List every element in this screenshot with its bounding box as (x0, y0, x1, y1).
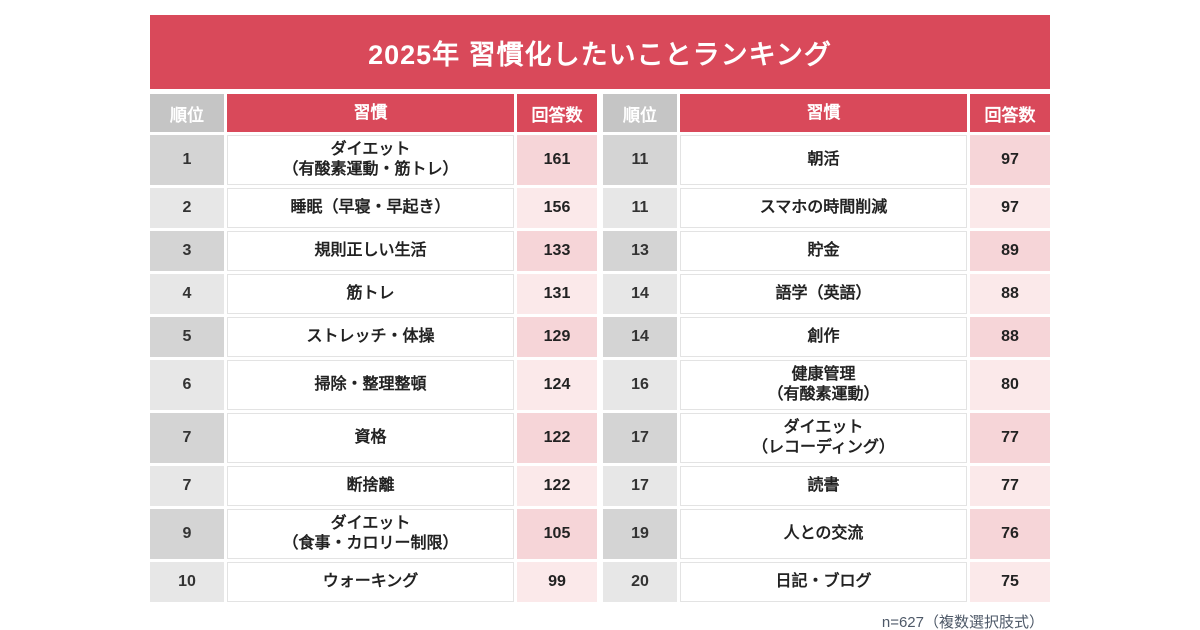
count-cell: 89 (970, 231, 1050, 271)
habit-cell: 掃除・整理整頓 (227, 360, 514, 410)
count-cell: 131 (517, 274, 597, 314)
table-row: 7 資格 122 (150, 413, 597, 463)
habit-cell: スマホの時間削減 (680, 188, 967, 228)
rank-cell: 5 (150, 317, 224, 357)
count-cell: 99 (517, 562, 597, 602)
table-header-row: 順位 習慣 回答数 (603, 94, 1050, 132)
table-row: 4 筋トレ 131 (150, 274, 597, 314)
page-title: 2025年 習慣化したいことランキング (368, 39, 832, 70)
habit-cell: ダイエット （食事・カロリー制限） (227, 509, 514, 559)
table-row: 11 スマホの時間削減 97 (603, 188, 1050, 228)
table-row: 9 ダイエット （食事・カロリー制限） 105 (150, 509, 597, 559)
habit-cell: 人との交流 (680, 509, 967, 559)
rank-cell: 11 (603, 135, 677, 185)
habit-column-header: 習慣 (680, 94, 967, 132)
rank-cell: 1 (150, 135, 224, 185)
ranking-table-left: 順位 習慣 回答数 1 ダイエット （有酸素運動・筋トレ） 161 2 睡眠（早… (150, 94, 597, 602)
rank-cell: 13 (603, 231, 677, 271)
habit-cell: 貯金 (680, 231, 967, 271)
habit-cell: 語学（英語） (680, 274, 967, 314)
rank-cell: 14 (603, 274, 677, 314)
table-row: 17 ダイエット （レコーディング） 77 (603, 413, 1050, 463)
table-row: 20 日記・ブログ 75 (603, 562, 1050, 602)
count-cell: 122 (517, 413, 597, 463)
table-row: 16 健康管理 （有酸素運動） 80 (603, 360, 1050, 410)
rank-cell: 9 (150, 509, 224, 559)
table-row: 19 人との交流 76 (603, 509, 1050, 559)
rank-column-header: 順位 (603, 94, 677, 132)
table-row: 14 創作 88 (603, 317, 1050, 357)
habit-cell: 筋トレ (227, 274, 514, 314)
count-cell: 161 (517, 135, 597, 185)
rank-cell: 20 (603, 562, 677, 602)
habit-cell: ダイエット （レコーディング） (680, 413, 967, 463)
habit-cell: 朝活 (680, 135, 967, 185)
habit-cell: 資格 (227, 413, 514, 463)
rank-cell: 17 (603, 466, 677, 506)
table-row: 2 睡眠（早寝・早起き） 156 (150, 188, 597, 228)
rank-cell: 7 (150, 466, 224, 506)
rank-cell: 4 (150, 274, 224, 314)
table-header-row: 順位 習慣 回答数 (150, 94, 597, 132)
table-row: 14 語学（英語） 88 (603, 274, 1050, 314)
count-cell: 129 (517, 317, 597, 357)
habit-cell: 断捨離 (227, 466, 514, 506)
sample-size-note: n=627（複数選択肢式） (881, 614, 1044, 630)
rank-cell: 14 (603, 317, 677, 357)
rank-cell: 11 (603, 188, 677, 228)
habit-column-header: 習慣 (227, 94, 514, 132)
habit-cell: 健康管理 （有酸素運動） (680, 360, 967, 410)
table-row: 7 断捨離 122 (150, 466, 597, 506)
count-cell: 122 (517, 466, 597, 506)
table-row: 3 規則正しい生活 133 (150, 231, 597, 271)
rank-cell: 19 (603, 509, 677, 559)
rank-cell: 3 (150, 231, 224, 271)
rank-cell: 7 (150, 413, 224, 463)
rank-cell: 6 (150, 360, 224, 410)
count-column-header: 回答数 (970, 94, 1050, 132)
table-row: 11 朝活 97 (603, 135, 1050, 185)
rank-cell: 10 (150, 562, 224, 602)
habit-cell: ストレッチ・体操 (227, 317, 514, 357)
table-row: 13 貯金 89 (603, 231, 1050, 271)
habit-cell: 日記・ブログ (680, 562, 967, 602)
habit-cell: 読書 (680, 466, 967, 506)
count-cell: 77 (970, 466, 1050, 506)
ranking-infographic: 2025年 習慣化したいことランキング 順位 習慣 回答数 1 ダイエット （有… (150, 0, 1050, 630)
rank-cell: 16 (603, 360, 677, 410)
habit-cell: 創作 (680, 317, 967, 357)
habit-cell: ダイエット （有酸素運動・筋トレ） (227, 135, 514, 185)
count-cell: 88 (970, 274, 1050, 314)
rank-cell: 17 (603, 413, 677, 463)
count-cell: 75 (970, 562, 1050, 602)
count-cell: 124 (517, 360, 597, 410)
count-column-header: 回答数 (517, 94, 597, 132)
table-row: 6 掃除・整理整頓 124 (150, 360, 597, 410)
habit-cell: 規則正しい生活 (227, 231, 514, 271)
count-cell: 133 (517, 231, 597, 271)
count-cell: 97 (970, 188, 1050, 228)
table-row: 1 ダイエット （有酸素運動・筋トレ） 161 (150, 135, 597, 185)
count-cell: 156 (517, 188, 597, 228)
rank-cell: 2 (150, 188, 224, 228)
ranking-table-right: 順位 習慣 回答数 11 朝活 97 11 スマホの時間削減 97 13 貯金 … (603, 94, 1050, 602)
rank-column-header: 順位 (150, 94, 224, 132)
title-bar: 2025年 習慣化したいことランキング (150, 15, 1050, 89)
table-row: 10 ウォーキング 99 (150, 562, 597, 602)
count-cell: 77 (970, 413, 1050, 463)
table-row: 5 ストレッチ・体操 129 (150, 317, 597, 357)
count-cell: 76 (970, 509, 1050, 559)
count-cell: 80 (970, 360, 1050, 410)
table-row: 17 読書 77 (603, 466, 1050, 506)
count-cell: 105 (517, 509, 597, 559)
habit-cell: 睡眠（早寝・早起き） (227, 188, 514, 228)
count-cell: 88 (970, 317, 1050, 357)
habit-cell: ウォーキング (227, 562, 514, 602)
count-cell: 97 (970, 135, 1050, 185)
ranking-tables: 順位 習慣 回答数 1 ダイエット （有酸素運動・筋トレ） 161 2 睡眠（早… (150, 94, 1050, 602)
